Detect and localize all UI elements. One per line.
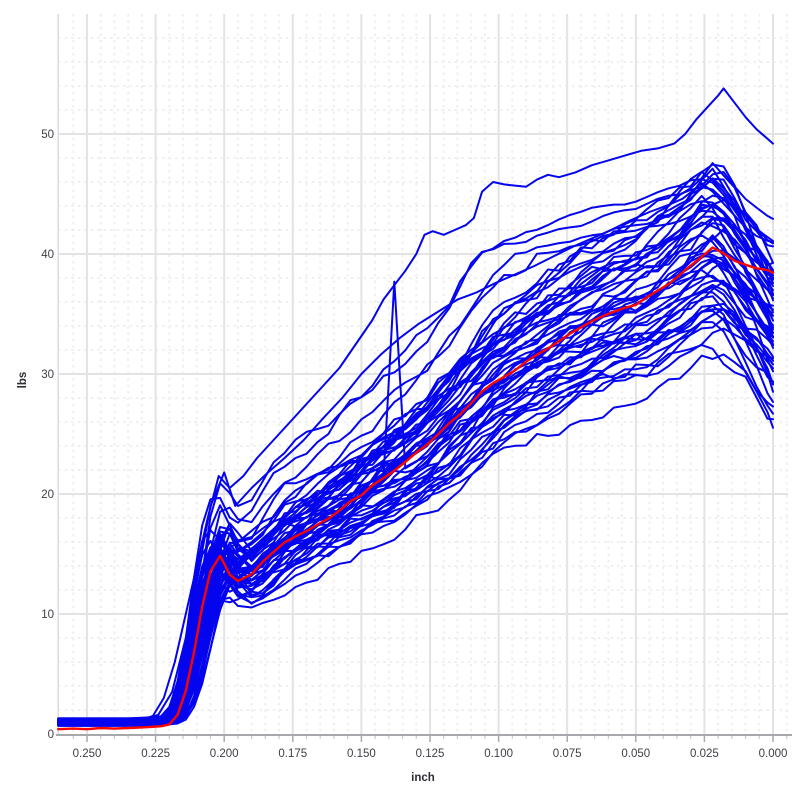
axis-labels: 0.250 0.225 0.200 0.175 0.150 0.125 0.100 0.075… [17,129,787,784]
sample-curve-52 [57,178,774,726]
x-tick-label-0.125: 0.125 [416,748,445,760]
highest-sample-curve [57,87,774,726]
sample-curve-41 [57,308,774,727]
x-tick-label-0.075: 0.075 [553,748,582,760]
x-tick-label-0.175: 0.175 [278,748,307,760]
x-tick-label-0.150: 0.150 [347,748,376,760]
major-gridlines [58,14,788,735]
x-tick-label-0.025: 0.025 [690,748,719,760]
y-axis-title: lbs [17,372,29,389]
sample-curve-23 [57,234,774,726]
sample-curve-49 [57,209,774,723]
second-highest-sample-curve [57,182,774,725]
sample-curve-45 [57,317,774,726]
y-tick-label-0: 0 [48,729,54,741]
x-tick-label-0.250: 0.250 [73,748,102,760]
data-series [57,87,775,731]
y-tick-label-30: 30 [41,369,54,381]
y-tick-label-20: 20 [41,489,54,501]
x-tick-label-0.200: 0.200 [210,748,239,760]
sample-curve-39 [57,221,774,723]
sample-curve-43 [57,283,774,722]
sample-curve-37 [57,171,774,722]
sample-curve-48 [57,162,774,722]
y-tick-label-50: 50 [41,129,54,141]
x-tick-label-0.000: 0.000 [759,748,788,760]
x-axis-title: inch [411,772,435,784]
mean-force-curve [57,246,775,731]
axes [56,14,792,742]
y-tick-label-40: 40 [41,249,54,261]
x-tick-label-0.100: 0.100 [484,748,513,760]
sample-curve-40 [57,260,774,721]
y-tick-label-10: 10 [41,609,54,621]
x-tick-label-0.050: 0.050 [621,748,650,760]
sample-curve-3 [57,327,774,722]
x-tick-label-0.225: 0.225 [141,748,170,760]
sample-curve-28 [57,203,774,723]
